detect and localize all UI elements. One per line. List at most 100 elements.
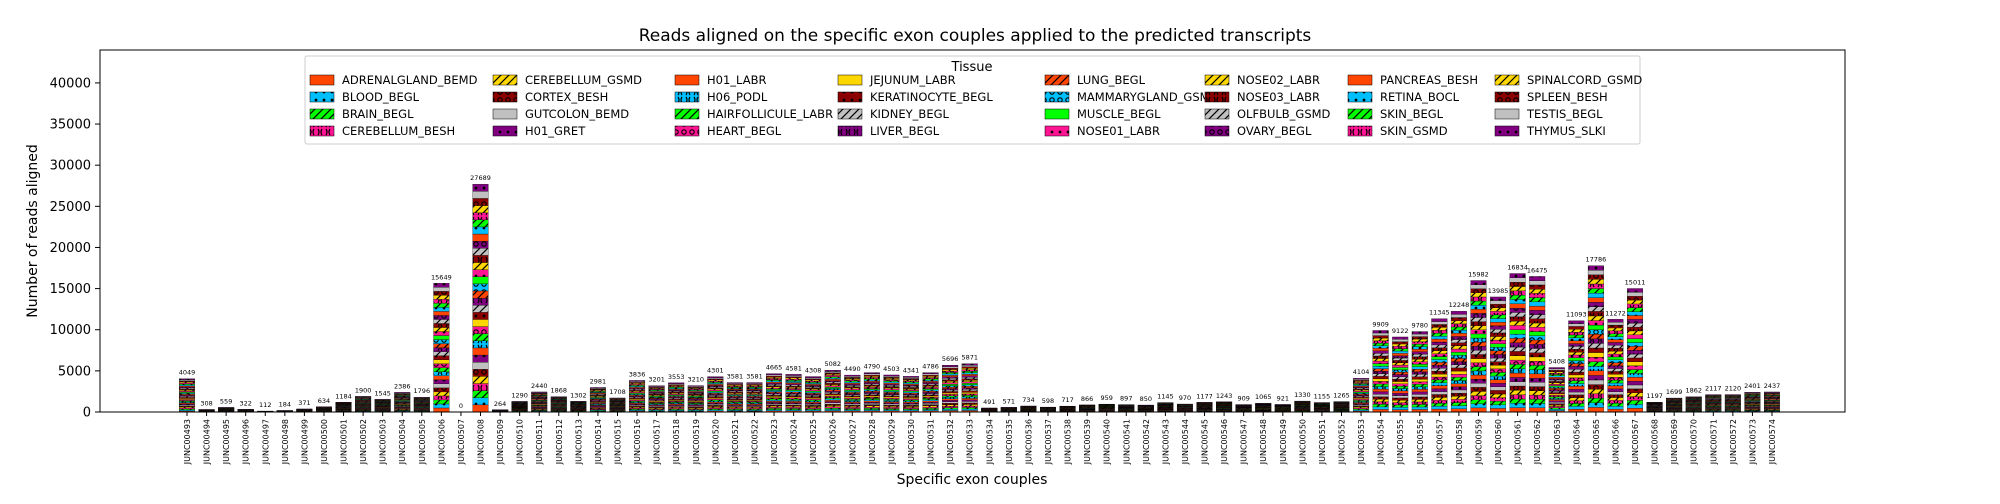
bar-segment (1392, 374, 1408, 376)
bar-JUNC00535 (1001, 407, 1017, 412)
bar-value-label: 9122 (1392, 327, 1409, 335)
x-tick-label: JUNC00546 (1220, 419, 1229, 465)
bar-segment (179, 394, 195, 395)
bar-value-label: 1145 (1157, 393, 1174, 401)
bar-segment (1412, 352, 1428, 355)
bar-segment (1568, 366, 1584, 369)
bar-segment (1510, 369, 1526, 373)
bar-segment (942, 367, 958, 368)
bar-segment (1432, 359, 1448, 362)
bar-segment (1373, 338, 1389, 341)
legend-entry: SKIN_GSMD (1348, 124, 1448, 138)
bar-segment (962, 398, 978, 400)
bar-segment (884, 407, 900, 408)
bar-segment (1353, 397, 1369, 398)
x-tick-label: JUNC00557 (1435, 419, 1444, 465)
bar-segment (923, 394, 939, 395)
bar-segment (1432, 330, 1448, 333)
x-tick-label: JUNC00535 (1005, 419, 1014, 465)
bar-segment (766, 378, 782, 379)
bar-segment (825, 399, 841, 400)
bar-segment (1392, 377, 1408, 379)
bar-segment (903, 382, 919, 383)
bar-segment (903, 406, 919, 407)
bar-segment (805, 382, 821, 383)
x-tick-label: JUNC00567 (1631, 419, 1640, 465)
bar-segment (1529, 353, 1545, 357)
bar-segment (1490, 344, 1506, 348)
bar-segment (825, 370, 841, 371)
bar-segment (1432, 374, 1448, 377)
bar-JUNC00541 (1118, 405, 1134, 412)
bar-segment (1627, 308, 1643, 312)
bar-value-label: 322 (239, 399, 251, 407)
legend-label: MAMMARYGLAND_GSMD (1077, 90, 1219, 104)
x-tick-label: JUNC00555 (1396, 419, 1405, 465)
bar-segment (903, 386, 919, 387)
bar-value-label: 897 (1120, 395, 1132, 403)
bar-segment (844, 385, 860, 386)
bar-segment (962, 401, 978, 403)
bar-segment (1608, 369, 1624, 372)
bar-segment (923, 375, 939, 376)
bar-value-label: 4341 (903, 366, 920, 374)
bar-segment (1471, 396, 1487, 400)
bar-segment (708, 387, 724, 388)
x-tick-label: JUNC00500 (320, 419, 329, 465)
bar-segment (1392, 389, 1408, 391)
bar-value-label: 1290 (511, 391, 528, 399)
bar-segment (1588, 307, 1604, 312)
bar-segment (923, 402, 939, 403)
legend-label: BLOOD_BEGL (342, 90, 420, 104)
bar-segment (1529, 404, 1545, 408)
bar-segment (942, 389, 958, 390)
legend-entry: H01_LABR (675, 73, 766, 87)
legend-label: OVARY_BEGL (1237, 124, 1312, 138)
x-tick-label: JUNC00493 (183, 419, 192, 465)
bar-value-label: 571 (1003, 397, 1015, 405)
bar-segment (1529, 365, 1545, 369)
bar-segment (1549, 376, 1565, 377)
bar-segment (1412, 349, 1428, 352)
x-tick-label: JUNC00526 (829, 419, 838, 465)
bar-segment (1549, 397, 1565, 398)
bar-segment (923, 385, 939, 386)
bar-value-label: 2120 (1725, 385, 1742, 393)
legend-entry: SPLEEN_BESH (1495, 90, 1608, 104)
bar-segment (1510, 377, 1526, 381)
bar-segment (1373, 343, 1389, 346)
bar-segment (473, 369, 489, 376)
bar-segment (1627, 362, 1643, 366)
bar-segment (1529, 302, 1545, 306)
legend-swatch (1495, 92, 1519, 102)
bar-JUNC00557 (1432, 319, 1448, 412)
legend-label: SPLEEN_BESH (1527, 90, 1608, 104)
bar-segment (786, 378, 802, 379)
x-tick-label: JUNC00524 (790, 419, 799, 465)
bar-segment (962, 364, 978, 366)
bar-segment (942, 400, 958, 401)
bar-segment (1392, 337, 1408, 339)
bar-segment (1549, 404, 1565, 405)
legend-label: LIVER_BEGL (870, 124, 940, 138)
bar-segment (825, 378, 841, 379)
bar-segment (688, 386, 704, 387)
bar-segment (1568, 398, 1584, 401)
bar-value-label: 4786 (922, 363, 939, 371)
bar-segment (903, 408, 919, 409)
bar-segment (766, 380, 782, 381)
bar-segment (708, 392, 724, 393)
bar-segment (708, 402, 724, 403)
bar-segment (1608, 403, 1624, 406)
bar-segment (903, 384, 919, 385)
bar-segment (864, 376, 880, 377)
legend-label: CEREBELLUM_GSMD (525, 73, 642, 87)
bar-segment (179, 398, 195, 399)
bar-segment (1510, 321, 1526, 325)
bar-segment (884, 396, 900, 397)
bar-value-label: 0 (459, 402, 463, 410)
bar-segment (434, 307, 450, 311)
bar-segment (864, 402, 880, 403)
x-tick-label: JUNC00517 (653, 419, 662, 465)
legend-swatch (1205, 92, 1229, 102)
